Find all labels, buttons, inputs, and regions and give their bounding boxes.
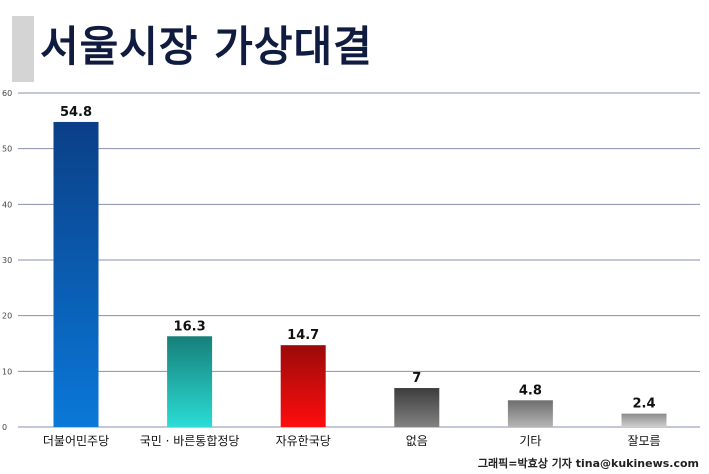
y-tick-label: 20 [2,312,12,321]
page-title: 서울시장 가상대결 [40,22,373,71]
y-tick-label: 60 [2,89,12,98]
grid-lines [18,92,700,428]
data-label: 16.3 [174,319,206,334]
y-tick-label: 0 [2,423,7,432]
x-tick-label: 더불어민주당 [43,434,109,448]
data-labels: 54.8 16.3 14.7 7 4.8 2.4 [60,105,656,412]
x-tick-label: 국민 · 바른통합정당 [140,434,240,448]
y-tick-label: 50 [2,145,12,154]
x-tick-label: 없음 [406,434,428,448]
y-tick-label: 10 [2,367,12,376]
data-label: 54.8 [60,105,92,120]
bars [53,121,667,428]
x-tick-label: 자유한국당 [276,434,331,448]
data-label: 14.7 [287,328,319,343]
bar [621,413,667,427]
bar [53,121,99,428]
x-axis-ticks: 더불어민주당 국민 · 바른통합정당 자유한국당 없음 기타 잘모름 [43,434,661,448]
graphic-credit: 그래픽=박효상 기자 tina@kukinews.com [477,457,699,470]
bar [167,336,213,427]
x-tick-label: 잘모름 [627,434,660,448]
bar [280,345,326,427]
y-tick-label: 30 [2,256,12,265]
data-label: 4.8 [519,383,542,398]
data-label: 7 [412,371,421,386]
title-accent-bar [12,16,34,82]
x-tick-label: 기타 [519,434,541,448]
bar [394,388,440,427]
y-axis-ticks: 0 10 20 30 40 50 60 [2,89,12,432]
y-tick-label: 40 [2,200,12,209]
bar [507,400,553,427]
data-label: 2.4 [632,397,655,412]
